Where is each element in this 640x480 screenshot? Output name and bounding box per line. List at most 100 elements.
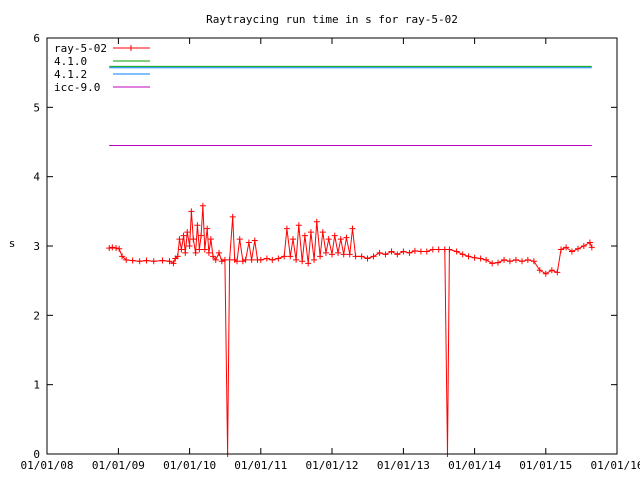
data-point [184, 229, 191, 236]
data-point [226, 256, 233, 263]
data-point [210, 253, 217, 260]
x-tick-label: 01/01/09 [92, 459, 145, 472]
data-point [293, 256, 300, 263]
x-tick-label: 01/01/10 [163, 459, 216, 472]
data-point [123, 256, 130, 263]
data-point [129, 257, 136, 264]
data-point [331, 232, 338, 239]
data-point [281, 253, 288, 260]
data-point [263, 255, 270, 262]
y-tick-label: 5 [33, 101, 40, 114]
data-point [370, 253, 377, 260]
data-point [352, 253, 359, 260]
legend-label: icc-9.0 [54, 81, 100, 94]
data-point [501, 256, 508, 263]
data-point [453, 248, 460, 255]
y-tick-label: 3 [33, 240, 40, 253]
data-point [335, 249, 342, 256]
data-point [283, 225, 290, 232]
y-axis-label: s [9, 237, 16, 250]
data-point [568, 248, 575, 255]
data-point [245, 239, 252, 246]
data-point [190, 236, 197, 243]
data-point [346, 251, 353, 258]
series-line [109, 205, 593, 455]
data-point [199, 202, 206, 209]
data-point [376, 249, 383, 256]
data-point [400, 248, 407, 255]
data-point [358, 253, 365, 260]
data-point [406, 249, 413, 256]
data-point [251, 237, 258, 244]
x-tick-label: 01/01/15 [519, 459, 572, 472]
data-point [349, 225, 356, 232]
y-tick-label: 4 [33, 171, 40, 184]
data-point [394, 251, 401, 258]
data-point [465, 253, 472, 260]
x-tick-label: 01/01/11 [234, 459, 287, 472]
legend-marker [128, 45, 134, 51]
y-tick-label: 6 [33, 32, 40, 45]
y-tick-label: 0 [33, 448, 40, 461]
data-point [275, 255, 282, 262]
series-layer [106, 65, 595, 457]
data-point [580, 243, 587, 249]
data-point [176, 236, 183, 243]
data-point [519, 258, 525, 265]
data-point [186, 243, 193, 249]
data-point [239, 258, 246, 265]
y-tick-label: 2 [33, 309, 40, 322]
data-point [307, 229, 314, 236]
data-point [477, 255, 484, 262]
data-point [257, 256, 264, 263]
data-point [182, 249, 189, 256]
data-point [295, 222, 302, 229]
data-point [417, 248, 424, 255]
data-point [229, 213, 236, 220]
data-point [192, 249, 199, 256]
data-point [495, 259, 502, 266]
data-point [311, 256, 318, 263]
data-point [299, 258, 306, 265]
data-point [166, 258, 173, 265]
axes-layer: 0 1 2 3 4 5 6 01/01/08 01/01/09 01/01/10 01/01/11 0… [21, 32, 640, 472]
data-point [548, 267, 555, 274]
series-ray-5-02 [106, 202, 595, 457]
data-point [113, 245, 120, 252]
data-point [388, 248, 395, 255]
data-point [119, 253, 126, 260]
data-point [136, 258, 143, 265]
data-point [287, 253, 294, 260]
data-point [411, 247, 418, 254]
x-tick-label: 01/01/16 [591, 459, 640, 472]
data-point [188, 208, 195, 215]
data-point [586, 239, 593, 246]
data-point [524, 256, 531, 263]
data-point [489, 260, 496, 267]
data-point [207, 236, 214, 243]
plot-frame [46, 37, 618, 455]
x-tick-label: 01/01/08 [21, 459, 74, 472]
data-point [483, 256, 490, 263]
data-point [319, 229, 326, 236]
data-point [471, 254, 478, 261]
data-point [317, 253, 324, 260]
data-point [343, 234, 350, 241]
data-point [506, 258, 513, 265]
data-point [269, 256, 276, 263]
data-point [563, 244, 570, 251]
y-tick-label: 1 [33, 379, 40, 392]
data-point [150, 258, 157, 265]
data-point [212, 256, 219, 263]
data-point [364, 255, 371, 262]
data-point [446, 246, 453, 253]
data-point [196, 246, 203, 253]
data-point [574, 245, 581, 252]
data-point [536, 267, 543, 274]
data-point [429, 246, 436, 253]
data-point [322, 249, 329, 256]
data-point [313, 218, 320, 225]
legend-label: ray-5-02 [54, 42, 107, 55]
data-point [554, 269, 561, 276]
